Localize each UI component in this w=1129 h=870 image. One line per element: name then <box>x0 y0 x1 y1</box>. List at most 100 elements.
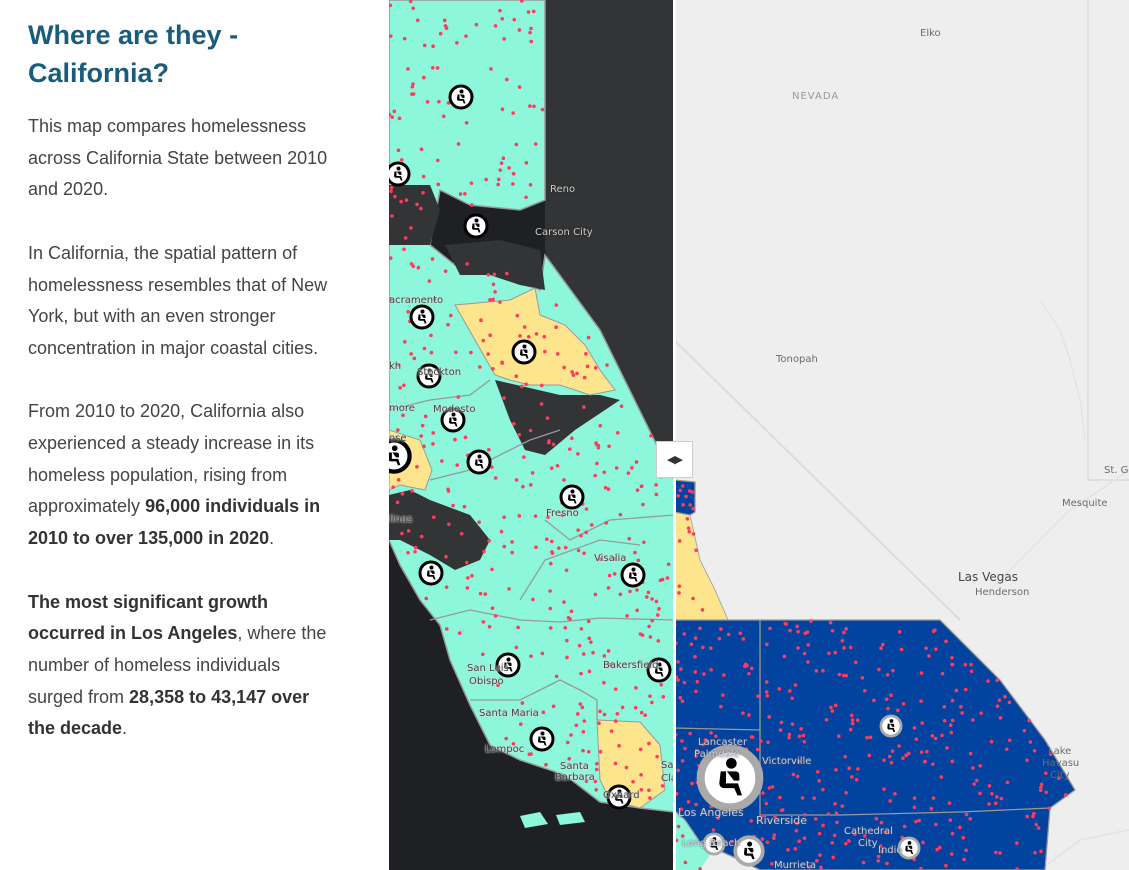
homeless-point <box>489 67 493 71</box>
homeless-point <box>550 550 554 554</box>
homeless-point <box>511 182 515 186</box>
homeless-point <box>586 335 591 340</box>
map-label: Santa <box>560 761 589 772</box>
homeless-point <box>968 751 973 756</box>
homeless-point <box>570 436 574 441</box>
homeless-person-icon[interactable] <box>416 363 442 389</box>
homeless-point <box>511 741 516 746</box>
homeless-point <box>843 754 848 759</box>
homeless-person-icon[interactable] <box>733 835 765 867</box>
map-label: Mesquite <box>1062 498 1108 509</box>
homeless-point <box>890 749 895 753</box>
homeless-person-icon[interactable] <box>495 652 521 678</box>
homeless-point <box>969 662 973 667</box>
homeless-point <box>700 608 705 612</box>
arrow-right-icon: ▶ <box>674 454 684 466</box>
story-text: This map compares homelessness across Ca… <box>28 111 328 777</box>
homeless-point <box>618 592 623 597</box>
homeless-point <box>806 643 811 647</box>
homeless-person-icon[interactable] <box>696 744 764 812</box>
homeless-point <box>626 471 631 475</box>
homeless-person-icon[interactable] <box>606 784 632 810</box>
homeless-point <box>901 756 905 760</box>
homeless-person-icon[interactable] <box>440 407 466 433</box>
homeless-point <box>760 814 765 818</box>
homeless-person-icon[interactable] <box>448 84 474 110</box>
state-border <box>674 339 961 621</box>
homeless-point <box>887 754 892 759</box>
homeless-person-icon[interactable] <box>879 714 903 738</box>
homeless-point <box>694 802 698 807</box>
homeless-point <box>942 719 947 723</box>
homeless-point <box>446 322 450 327</box>
homeless-point <box>821 787 825 792</box>
homeless-point <box>528 104 532 108</box>
map-label: kh <box>389 361 402 372</box>
homeless-point <box>657 607 661 611</box>
homeless-point <box>788 689 792 693</box>
homeless-person-icon[interactable] <box>897 836 921 860</box>
homeless-point <box>493 289 497 294</box>
map-label: linas <box>389 514 413 525</box>
story-panel: Where are they - California? This map co… <box>0 0 389 870</box>
homeless-point <box>917 818 921 823</box>
homeless-point <box>436 182 441 187</box>
homeless-point <box>703 738 708 742</box>
homeless-point <box>942 704 947 709</box>
homeless-point <box>521 484 525 489</box>
homeless-point <box>415 18 420 23</box>
homeless-person-icon[interactable] <box>620 562 646 588</box>
homeless-point <box>544 537 549 541</box>
homeless-point <box>429 333 433 338</box>
homeless-point <box>847 766 851 771</box>
homeless-person-icon[interactable] <box>389 161 411 187</box>
homeless-person-icon[interactable] <box>529 726 555 752</box>
homeless-point <box>421 190 425 195</box>
map-2020[interactable]: Elko NEVADA Tonopah Las Vegas Henderson … <box>674 0 1129 870</box>
homeless-point <box>679 807 684 811</box>
homeless-point <box>690 781 694 786</box>
homeless-point <box>647 788 651 793</box>
homeless-person-icon[interactable] <box>418 560 444 586</box>
homeless-person-icon[interactable] <box>559 484 585 510</box>
homeless-point <box>615 711 620 716</box>
homeless-point <box>582 551 586 556</box>
homeless-point <box>772 836 776 841</box>
homeless-point <box>567 757 572 761</box>
homeless-person-icon[interactable] <box>466 449 492 475</box>
homeless-person-icon[interactable] <box>409 304 435 330</box>
map-2010[interactable]: Reno Carson City acramento Stockton Mode… <box>389 0 674 870</box>
homeless-point <box>606 487 611 491</box>
homeless-point <box>801 733 806 738</box>
homeless-point <box>882 758 886 763</box>
homeless-point <box>709 731 713 735</box>
homeless-point <box>563 545 568 550</box>
homeless-point <box>803 812 807 817</box>
homeless-point <box>520 384 524 389</box>
homeless-point <box>749 735 754 739</box>
swipe-divider[interactable] <box>673 0 676 870</box>
homeless-point <box>424 596 429 601</box>
homeless-point <box>607 444 611 449</box>
homeless-person-icon[interactable] <box>463 213 489 239</box>
homeless-point <box>522 455 526 459</box>
map-label: Santa Maria <box>479 708 539 719</box>
homeless-point <box>800 796 805 800</box>
swipe-handle[interactable]: ◀ ▶ <box>656 441 693 478</box>
homeless-point <box>832 833 837 838</box>
homeless-point <box>986 679 990 683</box>
homeless-point <box>602 712 607 717</box>
homeless-point <box>963 687 968 692</box>
homeless-person-icon[interactable] <box>702 832 726 856</box>
paragraph-growth: From 2010 to 2020, California also exper… <box>28 396 328 555</box>
map-label: more <box>389 403 415 414</box>
homeless-point <box>587 669 592 674</box>
homeless-point <box>914 737 919 741</box>
homeless-person-icon[interactable] <box>646 657 672 683</box>
homeless-person-icon[interactable] <box>511 339 537 365</box>
homeless-point <box>493 476 498 480</box>
homeless-point <box>711 828 716 832</box>
homeless-person-icon[interactable] <box>389 438 412 474</box>
homeless-point <box>567 447 572 451</box>
homeless-point <box>717 636 722 641</box>
